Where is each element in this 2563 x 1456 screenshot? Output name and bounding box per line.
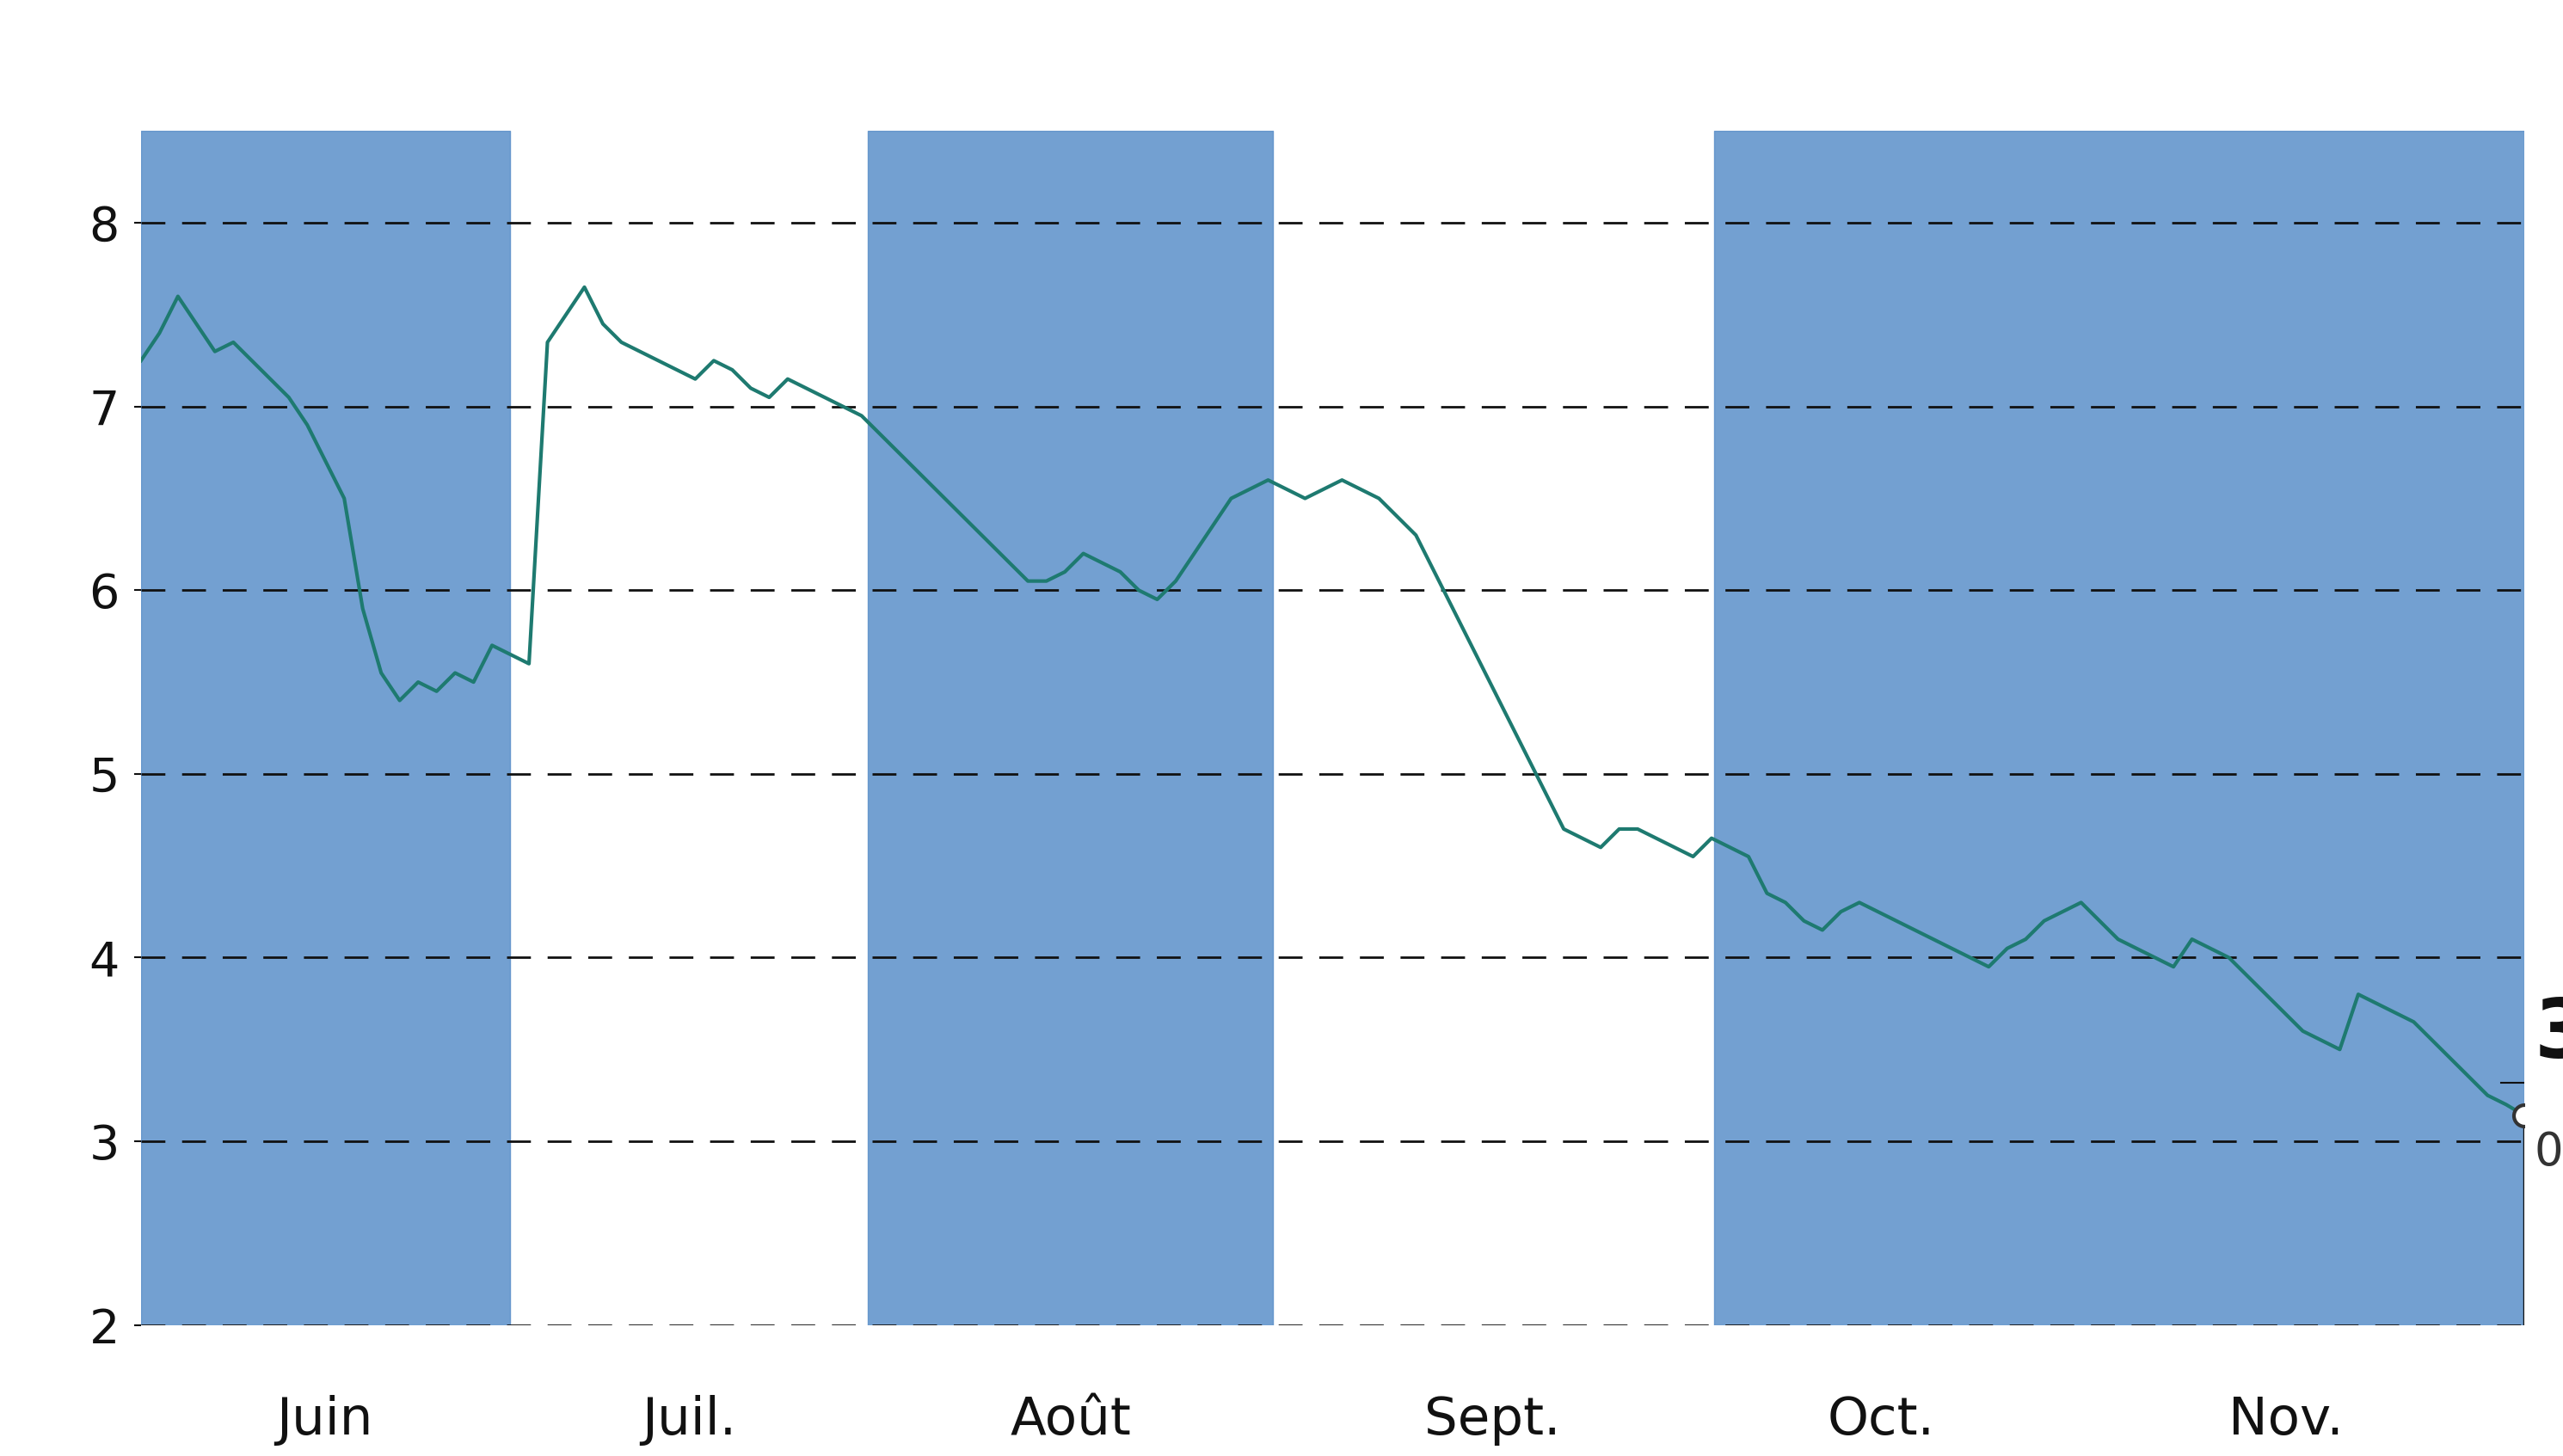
Text: Août: Août bbox=[1010, 1395, 1130, 1446]
Bar bbox=[869, 131, 1274, 1325]
Text: Sept.: Sept. bbox=[1425, 1395, 1561, 1446]
Text: Juin: Juin bbox=[277, 1395, 372, 1446]
Text: 03/12: 03/12 bbox=[2535, 1130, 2563, 1175]
Text: Oct.: Oct. bbox=[1827, 1395, 1935, 1446]
Bar bbox=[141, 131, 510, 1325]
Text: Juil.: Juil. bbox=[641, 1395, 736, 1446]
Bar bbox=[1715, 131, 2525, 1325]
Text: 3,14: 3,14 bbox=[2535, 996, 2563, 1075]
Text: Nov.: Nov. bbox=[2230, 1395, 2343, 1446]
Text: MEMSCAP REGPT: MEMSCAP REGPT bbox=[761, 6, 1802, 111]
